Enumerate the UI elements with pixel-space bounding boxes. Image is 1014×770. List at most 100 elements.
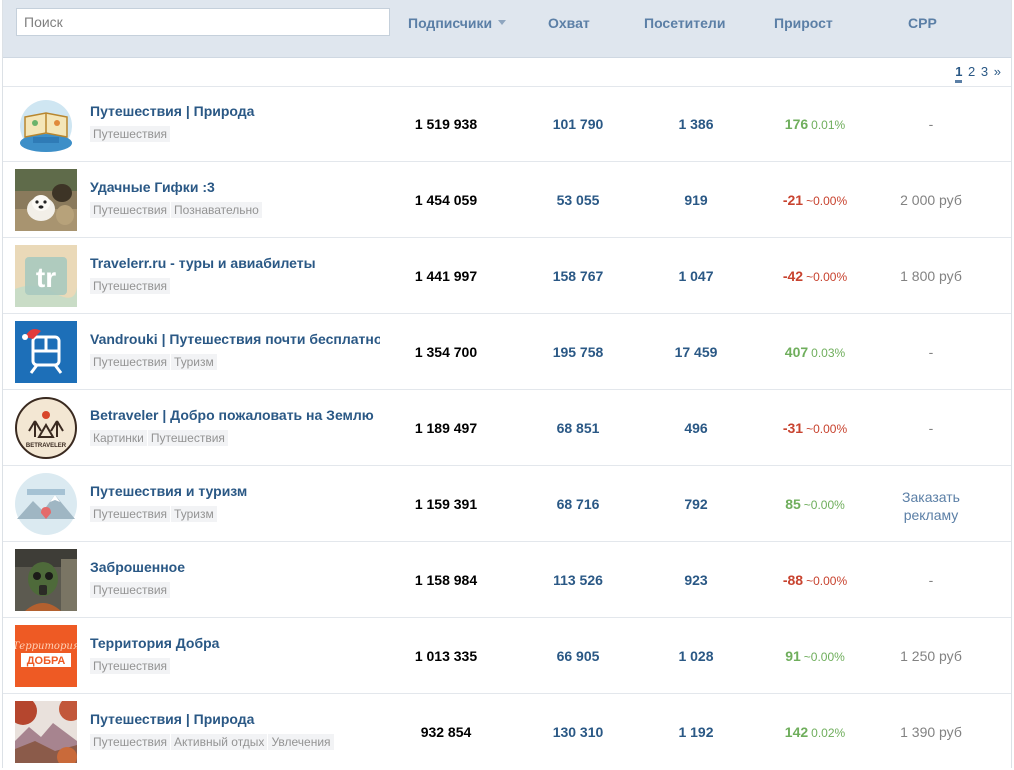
community-name-link[interactable]: Travelerr.ru - туры и авиабилеты (90, 255, 316, 271)
column-visitors-header[interactable]: Посетители (644, 15, 726, 31)
column-growth-header[interactable]: Прирост (774, 15, 833, 31)
betraveler-logo-icon[interactable]: BETRAVELER (15, 397, 77, 459)
category-tag[interactable]: Путешествия (90, 126, 171, 142)
growth-value: -21 ~0.00% (755, 192, 875, 208)
growth-percent: 0.01% (811, 118, 846, 132)
category-tag[interactable]: Активный отдых (171, 734, 268, 750)
svg-text:tr: tr (36, 262, 56, 293)
category-tag[interactable]: Туризм (171, 354, 217, 370)
community-name-link[interactable]: Путешествия | Природа (90, 103, 255, 119)
category-tag[interactable]: Туризм (171, 506, 217, 522)
order-ad-link[interactable]: Заказать рекламу (902, 489, 960, 523)
subscribers-value: 1 189 497 (414, 420, 478, 436)
train-logo-icon[interactable] (15, 321, 77, 383)
growth-percent: ~0.00% (806, 194, 848, 208)
visitors-value: 919 (684, 192, 708, 208)
page-2-link[interactable]: 2 (968, 64, 976, 79)
growth-value: 85 ~0.00% (755, 496, 875, 512)
visitors-value: 1 192 (678, 724, 714, 740)
visitors-value: 792 (684, 496, 708, 512)
visitors-value: 923 (684, 572, 708, 588)
table-row: Путешествия | Природа Путешествия Активны… (3, 694, 1011, 770)
svg-text:ДОБРА: ДОБРА (27, 655, 66, 667)
subscribers-value: 1 519 938 (414, 116, 478, 132)
pagination: 1 2 3 » (953, 64, 1001, 83)
column-cpp-header[interactable]: CPP (908, 15, 937, 31)
table-row: Путешествия | Природа Путешествия 1 519 … (3, 86, 1011, 162)
category-tag[interactable]: Путешествия (90, 202, 171, 218)
category-tags: Путешествия Туризм (90, 505, 218, 523)
tr-logo-icon[interactable]: tr (15, 245, 77, 307)
cpp-value: - (928, 420, 934, 436)
visitors-value: 1 028 (678, 648, 714, 664)
table-row: Заброшенное Путешествия 1 158 984 113 52… (3, 542, 1011, 618)
growth-percent: ~0.00% (806, 270, 848, 284)
category-tag[interactable]: Увлечения (268, 734, 334, 750)
dobra-logo-icon[interactable]: Территория ДОБРА (15, 625, 77, 687)
community-name-link[interactable]: Удачные Гифки :3 (90, 179, 215, 195)
dogs-photo-icon[interactable] (15, 169, 77, 231)
cpp-value: - (928, 116, 934, 132)
book-globe-icon[interactable] (15, 93, 77, 155)
reach-value: 130 310 (552, 724, 604, 740)
sort-desc-icon (498, 20, 507, 25)
cpp-value: - (928, 344, 934, 360)
reach-value: 68 851 (556, 420, 600, 436)
category-tag[interactable]: Познавательно (171, 202, 262, 218)
reach-value: 53 055 (556, 192, 600, 208)
category-tag[interactable]: Путешествия (90, 582, 171, 598)
category-tag[interactable]: Путешествия (90, 734, 171, 750)
svg-text:BETRAVELER: BETRAVELER (26, 443, 67, 449)
category-tag[interactable]: Путешествия (90, 658, 171, 674)
community-name-link[interactable]: Vandrouki | Путешествия почти бесплатно (90, 331, 380, 347)
category-tag[interactable]: Путешествия (90, 354, 171, 370)
category-tag[interactable]: Путешествия (147, 430, 228, 446)
subscribers-value: 1 013 335 (414, 648, 478, 664)
community-name-link[interactable]: Территория Добра (90, 635, 220, 651)
growth-count: 176 (784, 116, 809, 132)
growth-value: 91 ~0.00% (755, 648, 875, 664)
growth-value: -88 ~0.00% (755, 572, 875, 588)
search-input[interactable] (16, 8, 390, 36)
subscribers-value: 1 354 700 (414, 344, 478, 360)
category-tag[interactable]: Картинки (90, 430, 147, 446)
autumn-photo-icon[interactable] (15, 701, 77, 763)
visitors-value: 17 459 (674, 344, 718, 360)
cpp-value: 1 390 руб (900, 724, 962, 740)
category-tags: Путешествия Познавательно (90, 201, 263, 219)
growth-count: -21 (782, 192, 804, 208)
column-reach-header[interactable]: Охват (548, 15, 590, 31)
page-3-link[interactable]: 3 (980, 64, 989, 79)
mountains-logo-icon[interactable] (15, 473, 77, 535)
visitors-value: 1 386 (678, 116, 714, 132)
table-body: Путешествия | Природа Путешествия 1 519 … (3, 86, 1011, 770)
column-subscribers-header[interactable]: Подписчики (408, 15, 507, 31)
cpp-value: - (928, 572, 934, 588)
community-name-link[interactable]: Путешествия | Природа (90, 711, 255, 727)
growth-percent: ~0.00% (806, 574, 848, 588)
growth-value: -31 ~0.00% (755, 420, 875, 436)
subscribers-value: 1 441 997 (414, 268, 478, 284)
community-name-link[interactable]: Betraveler | Добро пожаловать на Землю (90, 407, 374, 423)
growth-count: 142 (784, 724, 809, 740)
community-name-link[interactable]: Заброшенное (90, 559, 186, 575)
table-row: Путешествия и туризм Путешествия Туризм 1… (3, 466, 1011, 542)
category-tag[interactable]: Путешествия (90, 506, 171, 522)
table-row: tr Travelerr.ru - туры и авиабилеты Путе… (3, 238, 1011, 314)
next-page-link[interactable]: » (993, 64, 1001, 79)
community-name-link[interactable]: Путешествия и туризм (90, 483, 248, 499)
reach-value: 66 905 (556, 648, 600, 664)
growth-percent: ~0.00% (803, 650, 845, 664)
table-row: Удачные Гифки :3 Путешествия Познавательн… (3, 162, 1011, 238)
visitors-value: 1 047 (678, 268, 714, 284)
page-1-link[interactable]: 1 (955, 64, 963, 83)
visitors-value: 496 (684, 420, 708, 436)
gasmask-photo-icon[interactable] (15, 549, 77, 611)
reach-value: 158 767 (552, 268, 604, 284)
cpp-value: 2 000 руб (900, 192, 962, 208)
subscribers-value: 1 454 059 (414, 192, 478, 208)
category-tag[interactable]: Путешествия (90, 278, 171, 294)
category-tags: Путешествия (90, 581, 171, 599)
category-tags: Путешествия (90, 277, 171, 295)
